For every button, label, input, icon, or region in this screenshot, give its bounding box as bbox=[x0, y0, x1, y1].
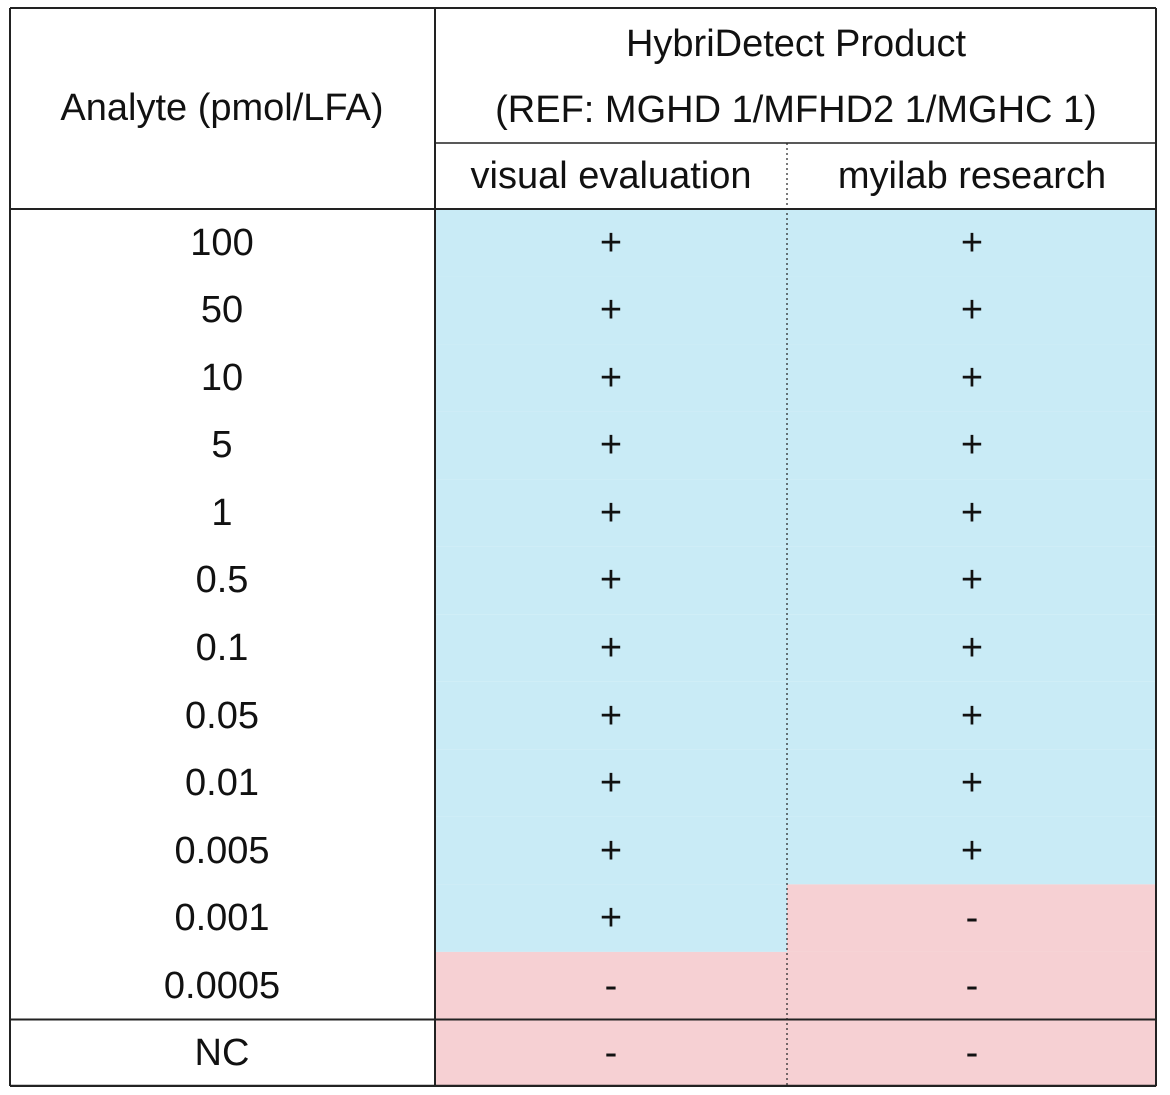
myilab-result: + bbox=[960, 559, 984, 602]
visual-result-fill bbox=[435, 344, 787, 412]
myilab-result-fill bbox=[787, 1019, 1157, 1087]
visual-result-fill bbox=[435, 816, 787, 885]
analyte-value: 5 bbox=[211, 424, 233, 467]
visual-result: + bbox=[599, 491, 623, 534]
analyte-value: 0.01 bbox=[185, 762, 259, 805]
col-header-visual-evaluation: visual evaluation bbox=[470, 155, 752, 197]
visual-result: + bbox=[599, 626, 623, 669]
analyte-value: 1 bbox=[211, 491, 233, 534]
table-grid bbox=[9, 7, 1157, 1087]
results-table: Analyte (pmol/LFA) HybriDetect Product (… bbox=[9, 7, 1157, 1087]
myilab-result-fill bbox=[787, 344, 1157, 412]
visual-result: + bbox=[599, 289, 623, 332]
myilab-result: - bbox=[965, 897, 979, 940]
visual-result: + bbox=[599, 221, 623, 264]
myilab-result: + bbox=[960, 424, 984, 467]
visual-result-fill bbox=[435, 209, 787, 277]
myilab-result-fill bbox=[787, 411, 1157, 480]
analyte-value: 10 bbox=[200, 356, 244, 399]
visual-result: + bbox=[599, 424, 623, 467]
col-header-myilab-research: myilab research bbox=[837, 155, 1107, 197]
analyte-value: 0.001 bbox=[174, 897, 270, 940]
myilab-result: + bbox=[960, 221, 984, 264]
analyte-value: NC bbox=[194, 1032, 250, 1075]
visual-result: + bbox=[599, 762, 623, 805]
visual-result-fill bbox=[435, 411, 787, 480]
visual-result-fill bbox=[435, 681, 787, 750]
visual-result: - bbox=[604, 964, 618, 1007]
analyte-value: 0.0005 bbox=[163, 964, 281, 1007]
myilab-result-fill bbox=[787, 546, 1157, 615]
myilab-result: + bbox=[960, 491, 984, 534]
visual-result-fill bbox=[435, 1019, 787, 1087]
myilab-result: + bbox=[960, 762, 984, 805]
visual-result: - bbox=[604, 1032, 618, 1075]
analyte-value: 0.5 bbox=[195, 559, 249, 602]
visual-result-fill bbox=[435, 614, 787, 682]
myilab-result-fill bbox=[787, 276, 1157, 345]
visual-result-fill bbox=[435, 951, 787, 1020]
myilab-result-fill bbox=[787, 816, 1157, 885]
myilab-result: - bbox=[965, 1032, 979, 1075]
myilab-result: + bbox=[960, 289, 984, 332]
product-ref: (REF: MGHD 1/MFHD2 1/MGHC 1) bbox=[495, 89, 1097, 131]
myilab-result-fill bbox=[787, 884, 1157, 952]
product-title: HybriDetect Product bbox=[625, 23, 966, 65]
myilab-result-fill bbox=[787, 614, 1157, 682]
analyte-header: Analyte (pmol/LFA) bbox=[60, 87, 384, 129]
analyte-value: 50 bbox=[200, 289, 244, 332]
myilab-result: + bbox=[960, 829, 984, 872]
myilab-result-fill bbox=[787, 479, 1157, 547]
visual-result: + bbox=[599, 559, 623, 602]
visual-result-fill bbox=[435, 546, 787, 615]
myilab-result: + bbox=[960, 626, 984, 669]
analyte-value: 0.1 bbox=[195, 626, 249, 669]
myilab-result-fill bbox=[787, 951, 1157, 1020]
myilab-result-fill bbox=[787, 749, 1157, 817]
myilab-result: + bbox=[960, 356, 984, 399]
myilab-result: - bbox=[965, 964, 979, 1007]
visual-result-fill bbox=[435, 749, 787, 817]
visual-result-fill bbox=[435, 884, 787, 952]
myilab-result-fill bbox=[787, 681, 1157, 750]
analyte-value: 0.005 bbox=[174, 829, 270, 872]
visual-result: + bbox=[599, 829, 623, 872]
analyte-value: 100 bbox=[190, 221, 254, 264]
visual-result-fill bbox=[435, 276, 787, 345]
analyte-value: 0.05 bbox=[185, 694, 259, 737]
visual-result: + bbox=[599, 694, 623, 737]
visual-result-fill bbox=[435, 479, 787, 547]
visual-result: + bbox=[599, 897, 623, 940]
visual-result: + bbox=[599, 356, 623, 399]
myilab-result-fill bbox=[787, 209, 1157, 277]
myilab-result: + bbox=[960, 694, 984, 737]
